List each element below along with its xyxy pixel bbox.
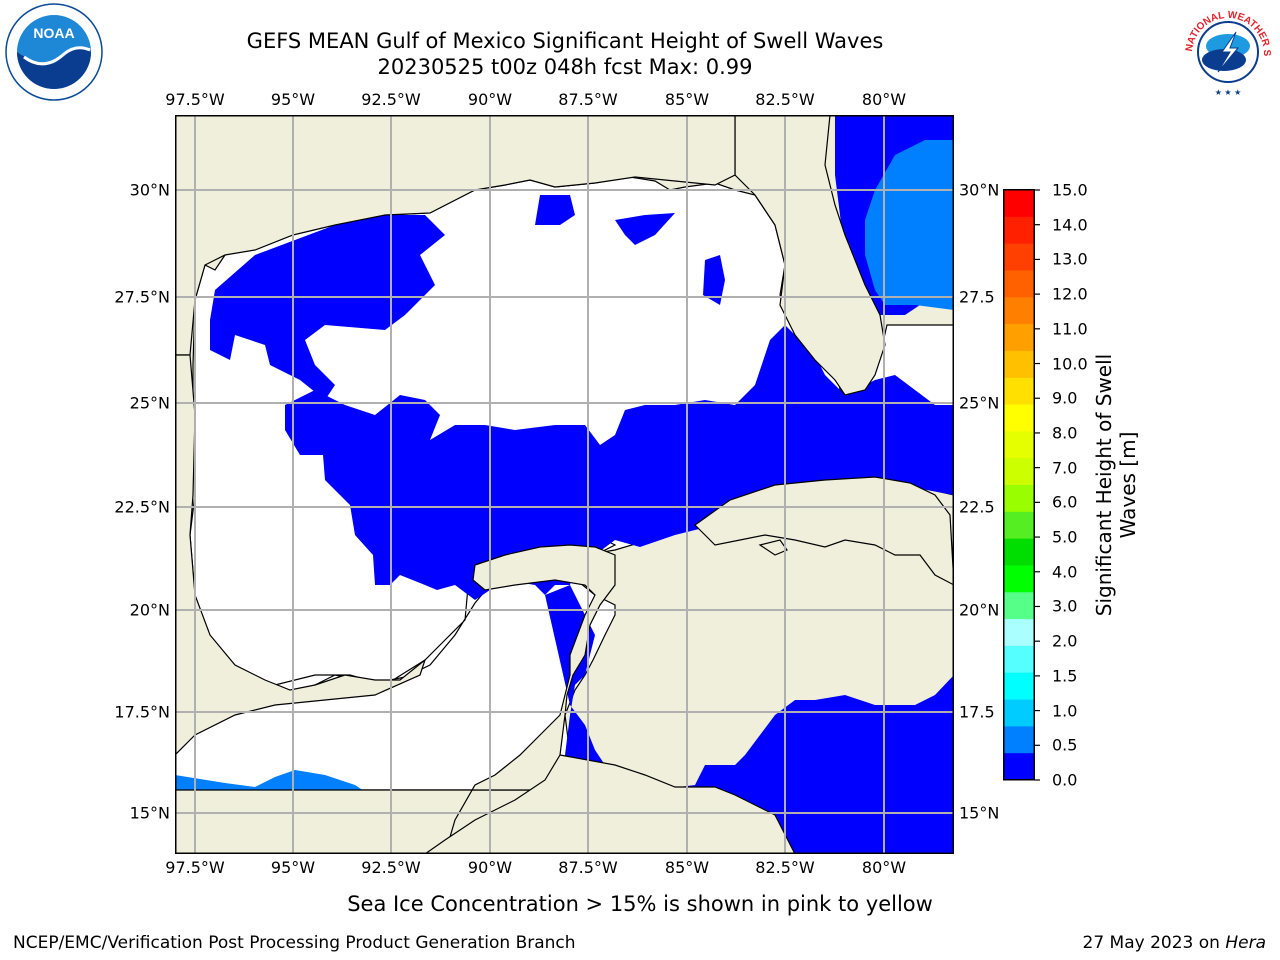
- lon-label-bottom: 97.5°W: [165, 858, 225, 877]
- lat-label-left: 15°N: [129, 803, 170, 823]
- lon-label-top: 87.5°W: [558, 90, 618, 109]
- lon-label-top: 97.5°W: [165, 90, 225, 109]
- map-panel: [175, 115, 954, 854]
- sea-ice-note: Sea Ice Concentration > 15% is shown in …: [347, 892, 933, 916]
- colorbar-tick-label: 1.0: [1052, 701, 1078, 721]
- colorbar-tick-label: 11.0: [1052, 319, 1088, 339]
- colorbar-segment: [1004, 270, 1034, 298]
- swell-region-low-2: [285, 325, 954, 600]
- lat-label-left: 30°N: [129, 180, 170, 200]
- land-mexico-west: [175, 354, 427, 756]
- lat-label-right: 22.5: [959, 497, 995, 517]
- colorbar-segment: [1004, 243, 1034, 271]
- lat-label-left: 27.5°N: [114, 287, 170, 307]
- lon-label-bottom: 92.5°W: [361, 858, 421, 877]
- colorbar-tick-label: 3.0: [1052, 596, 1078, 616]
- colorbar-segment: [1004, 619, 1034, 647]
- colorbar-tick-label: 15.0: [1052, 180, 1088, 200]
- swell-region-low-6: [535, 195, 575, 225]
- colorbar-segment: [1004, 592, 1034, 620]
- colorbar-tick-label: 12.0: [1052, 284, 1088, 304]
- colorbar-segment: [1004, 297, 1034, 325]
- graticule: [175, 115, 954, 854]
- lat-label-left: 17.5°N: [114, 702, 170, 722]
- lon-label-bottom: 85°W: [664, 858, 710, 877]
- lon-label-top: 80°W: [861, 90, 907, 109]
- land-jamaica: [758, 539, 788, 556]
- land-yucatan: [175, 544, 616, 854]
- colorbar-tick-label: 5.0: [1052, 527, 1078, 547]
- swell-region-low-7: [703, 255, 725, 305]
- colorbar-tick-label: 7.0: [1052, 458, 1078, 478]
- lon-label-top: 92.5°W: [361, 90, 421, 109]
- footer-host: Hera: [1225, 933, 1266, 953]
- lat-label-left: 22.5°N: [114, 497, 170, 517]
- colorbar-segment: [1004, 699, 1034, 727]
- colorbar-tick-label: 2.0: [1052, 631, 1078, 651]
- lat-label-right: 17.5: [959, 702, 995, 722]
- land-central-america: [423, 754, 796, 854]
- colorbar-tick-label: 9.0: [1052, 388, 1078, 408]
- colorbar-segment: [1004, 538, 1034, 566]
- colorbar-tick-label: 13.0: [1052, 249, 1088, 269]
- svg-text:★ ★ ★: ★ ★ ★: [1215, 88, 1242, 97]
- map-frame: [175, 115, 954, 854]
- swell-region-low-5: [615, 213, 675, 245]
- colorbar-segment: [1004, 485, 1034, 513]
- colorbar-label: Significant Height of Swell Waves [m]: [1092, 353, 1140, 617]
- land-florida: [734, 115, 886, 396]
- colorbar-segment: [1004, 753, 1034, 781]
- noaa-logo-text: NOAA: [33, 25, 74, 41]
- colorbar-segment: [1004, 565, 1034, 593]
- lat-label-left: 20°N: [129, 600, 170, 620]
- noaa-logo-icon: NOAA: [4, 2, 104, 102]
- lat-label-left: 25°N: [129, 393, 170, 413]
- colorbar-tick-label: 10.0: [1052, 354, 1088, 374]
- colorbar-segment: [1004, 511, 1034, 540]
- lon-label-top: 82.5°W: [755, 90, 815, 109]
- colorbar-tick-label: 4.0: [1052, 562, 1078, 582]
- colorbar-segment: [1004, 672, 1034, 701]
- lat-label-right: 25°N: [959, 393, 1000, 413]
- colorbar: [1003, 189, 1040, 781]
- colorbar-segment: [1004, 216, 1034, 245]
- lat-label-right: 15°N: [959, 803, 1000, 823]
- lon-label-top: 95°W: [270, 90, 316, 109]
- colorbar-tick-label: 8.0: [1052, 423, 1078, 443]
- land-cuba: [694, 476, 954, 586]
- nws-logo-icon: NATIONAL WEATHER SERVICE ★ ★ ★: [1174, 0, 1278, 102]
- lon-label-top: 85°W: [664, 90, 710, 109]
- land-texas-louisiana: [175, 115, 736, 356]
- swell-region-low-1: [210, 215, 445, 400]
- colorbar-tick-label: 0.0: [1052, 770, 1078, 790]
- colorbar-tick-label: 6.0: [1052, 492, 1078, 512]
- colorbar-tick-label: 1.5: [1052, 666, 1078, 686]
- lat-label-right: 20°N: [959, 600, 1000, 620]
- lon-label-bottom: 95°W: [270, 858, 316, 877]
- colorbar-segment: [1004, 324, 1034, 352]
- lon-label-top: 90°W: [467, 90, 513, 109]
- colorbar-segment: [1004, 377, 1034, 406]
- lat-label-right: 27.5: [959, 287, 995, 307]
- chart-subtitle: 20230525 t00z 048h fcst Max: 0.99: [377, 55, 753, 79]
- colorbar-tick-label: 14.0: [1052, 215, 1088, 235]
- colorbar-segment: [1004, 350, 1034, 379]
- chart-title: GEFS MEAN Gulf of Mexico Significant Hei…: [246, 29, 884, 53]
- colorbar-tick-label: 0.5: [1052, 735, 1078, 755]
- colorbar-segment: [1004, 431, 1034, 459]
- lat-label-right: 30°N: [959, 180, 1000, 200]
- colorbar-segment: [1004, 190, 1034, 218]
- footer-date: 27 May 2023 on Hera: [1082, 933, 1267, 953]
- colorbar-segment: [1004, 726, 1034, 754]
- lon-label-bottom: 80°W: [861, 858, 907, 877]
- colorbar-segment: [1004, 458, 1034, 486]
- footer-credit: NCEP/EMC/Verification Post Processing Pr…: [13, 933, 576, 953]
- colorbar-segment: [1004, 404, 1034, 432]
- lon-label-bottom: 90°W: [467, 858, 513, 877]
- lon-label-bottom: 82.5°W: [755, 858, 815, 877]
- colorbar-segment: [1004, 645, 1034, 674]
- swell-region-mid-atlantic: [865, 140, 954, 310]
- lon-label-bottom: 87.5°W: [558, 858, 618, 877]
